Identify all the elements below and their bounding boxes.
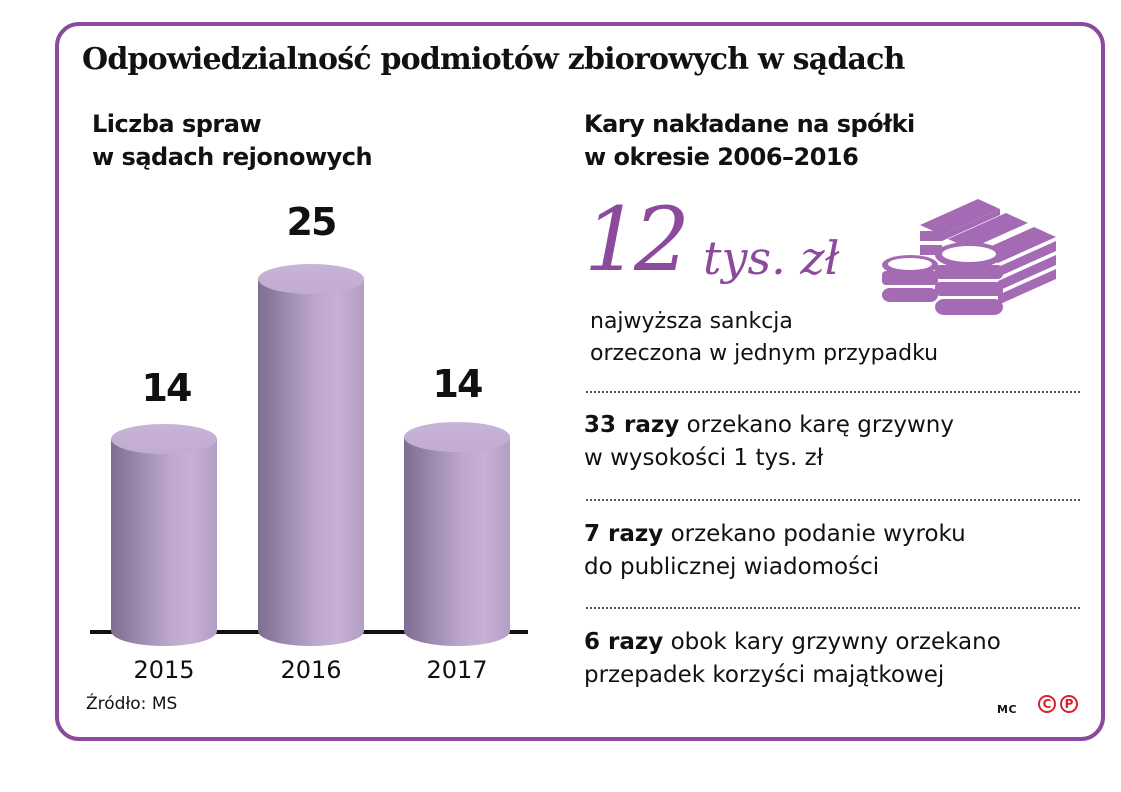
fact-count: 7 razy bbox=[584, 521, 664, 547]
bar-chart: 14 2015 25 2016 14 2017 Źródło: MS bbox=[0, 0, 560, 792]
left-heading-line2: w sądach rejonowych bbox=[92, 143, 373, 171]
source-note: Źródło: MS bbox=[86, 694, 178, 714]
dotted-divider bbox=[586, 607, 1080, 609]
infographic-title: Odpowiedzialność podmiotów zbiorowych w … bbox=[82, 42, 905, 77]
dotted-divider bbox=[586, 499, 1080, 501]
right-heading-line1: Kary nakładane na spółki bbox=[584, 110, 915, 138]
fact-count: 33 razy bbox=[584, 412, 680, 438]
bar-2015 bbox=[111, 424, 217, 646]
fact-count: 6 razy bbox=[584, 629, 664, 655]
x-axis-label: 2015 bbox=[133, 656, 195, 684]
publisher-mark-icon: P bbox=[1060, 695, 1078, 713]
author-credit: MC bbox=[997, 703, 1018, 716]
highlight-unit: tys. zł bbox=[703, 231, 840, 285]
fact-item: 33 razy orzekano karę grzywny w wysokośc… bbox=[584, 412, 954, 471]
highlight-description: najwyższa sankcja orzeczona w jednym prz… bbox=[590, 309, 939, 366]
infographic-frame bbox=[55, 22, 1105, 741]
highlight-value: 12 bbox=[584, 188, 690, 291]
bar-2016 bbox=[258, 264, 364, 646]
money-stack-coins-icon bbox=[882, 199, 1056, 315]
fact-item: 6 razy obok kary grzywny orzekano przepa… bbox=[584, 629, 1001, 688]
right-heading: Kary nakładane na spółki w okresie 2006–… bbox=[584, 108, 915, 174]
copyright-icon: C bbox=[1038, 695, 1056, 713]
x-axis-label: 2016 bbox=[280, 656, 342, 684]
left-heading-line1: Liczba spraw bbox=[92, 110, 262, 138]
bar-value-label: 25 bbox=[286, 200, 338, 244]
bar-value-label: 14 bbox=[141, 366, 193, 410]
left-heading: Liczba spraw w sądach rejonowych bbox=[92, 108, 373, 174]
x-axis-label: 2017 bbox=[426, 656, 488, 684]
bar-value-label: 14 bbox=[432, 362, 484, 406]
bar-2017 bbox=[404, 422, 510, 646]
dotted-divider bbox=[586, 391, 1080, 393]
right-heading-line2: w okresie 2006–2016 bbox=[584, 143, 859, 171]
fact-item: 7 razy orzekano podanie wyroku do public… bbox=[584, 521, 966, 580]
